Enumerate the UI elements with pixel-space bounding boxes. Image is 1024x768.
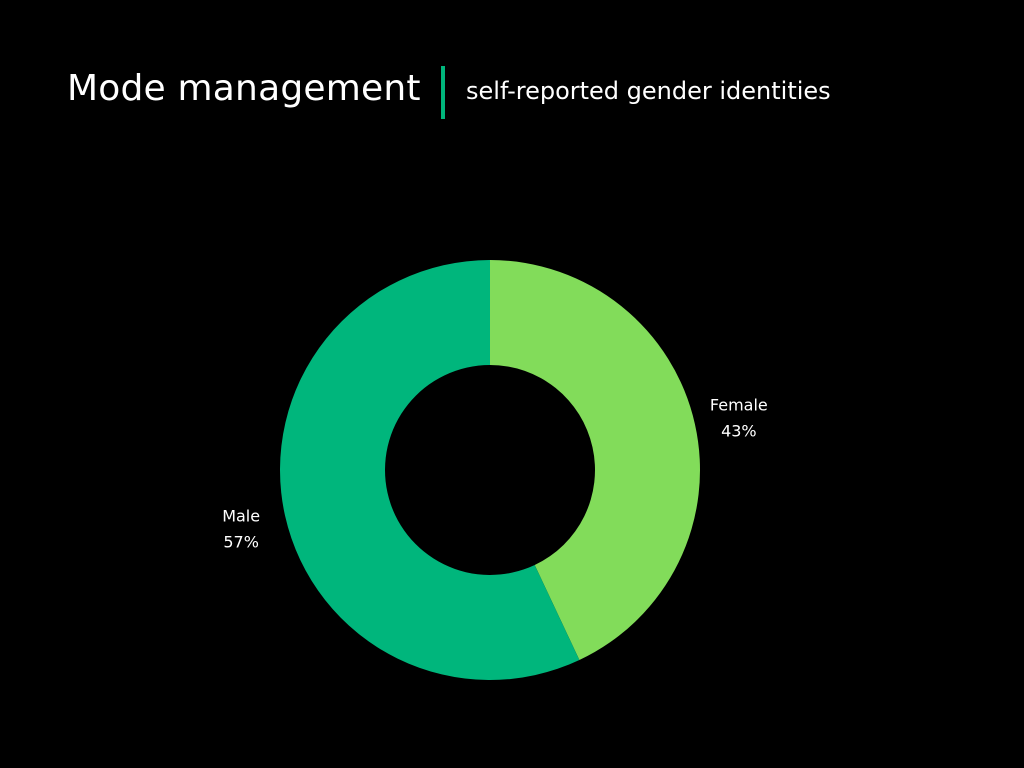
- slice-percent-female: 43%: [721, 421, 757, 440]
- chart-title: Mode management: [67, 68, 421, 109]
- slices-layer: [280, 260, 701, 680]
- labels-layer: Female 43% Male 57%: [222, 395, 768, 551]
- chart-subtitle: self-reported gender identities: [466, 77, 831, 105]
- title-divider: [441, 66, 445, 119]
- slice-percent-male: 57%: [223, 533, 259, 552]
- slice-label-female: Female: [710, 395, 768, 414]
- slice-male: [280, 260, 580, 680]
- slice-label-male: Male: [222, 507, 260, 526]
- slice-female: [490, 260, 701, 661]
